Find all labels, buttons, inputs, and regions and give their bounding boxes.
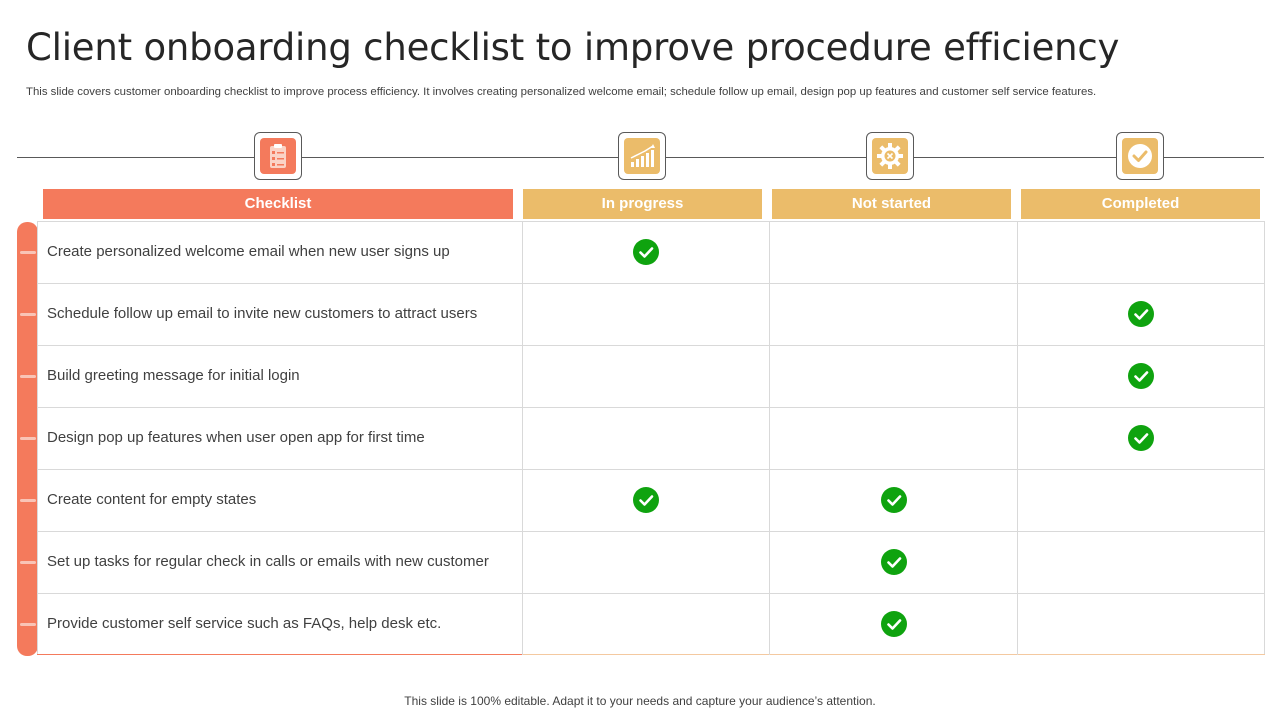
row-marker [20,313,36,316]
header-in-progress: In progress [523,189,762,219]
checklist-item: Create personalized welcome email when n… [47,243,450,260]
check-icon [881,611,907,637]
checklist-item: Create content for empty states [47,491,257,508]
row-marker [20,375,36,378]
check-icon [1128,363,1154,389]
row-divider [37,531,1265,532]
row-marker [20,561,36,564]
checklist-item: Schedule follow up email to invite new c… [47,305,478,322]
not-started-icon-box [866,132,914,180]
growth-chart-icon [624,138,660,174]
row-divider [37,469,1265,470]
column-divider [769,221,770,655]
check-circle-icon [1122,138,1158,174]
in-progress-icon-box [618,132,666,180]
checklist-item: Provide customer self service such as FA… [47,615,442,632]
header-checklist: Checklist [43,189,513,219]
check-icon [881,549,907,575]
checklist-icon-box [254,132,302,180]
check-icon [1128,301,1154,327]
row-divider [37,593,1265,594]
check-icon [1128,425,1154,451]
clipboard-icon [260,138,296,174]
row-divider [37,407,1265,408]
row-marker [20,251,36,254]
check-icon [633,239,659,265]
row-divider [37,345,1265,346]
check-icon [881,487,907,513]
header-not-started: Not started [772,189,1011,219]
header-completed: Completed [1021,189,1260,219]
row-marker [20,437,36,440]
row-marker [20,623,36,626]
completed-icon-box [1116,132,1164,180]
table-bottom-border [37,654,522,655]
footer-note: This slide is 100% editable. Adapt it to… [404,694,876,708]
table-bottom-border [522,654,1265,655]
gear-cancel-icon [872,138,908,174]
column-divider [522,221,523,655]
checklist-item: Set up tasks for regular check in calls … [47,553,489,570]
check-icon [633,487,659,513]
checklist-item: Build greeting message for initial login [47,367,300,384]
slide-subtitle: This slide covers customer onboarding ch… [26,86,1097,98]
checklist-item: Design pop up features when user open ap… [47,429,425,446]
row-divider [37,283,1265,284]
column-divider [1017,221,1018,655]
row-marker [20,499,36,502]
slide-title: Client onboarding checklist to improve p… [26,26,1120,69]
